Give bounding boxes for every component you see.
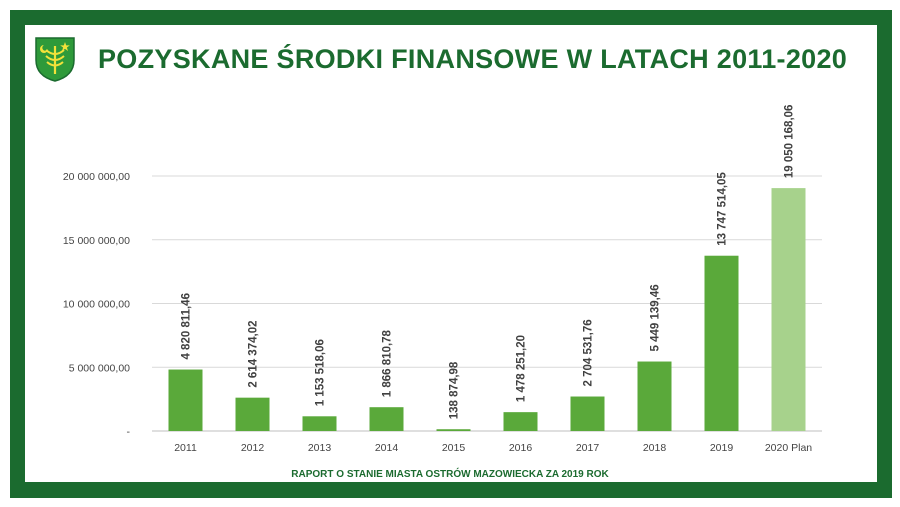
data-label: 19 050 168,06 [784, 105, 796, 179]
x-tick-label: 2016 [509, 442, 533, 454]
bar [235, 397, 270, 431]
data-label: 1 153 518,06 [315, 339, 327, 406]
x-tick-label: 2018 [643, 442, 667, 454]
bar [369, 407, 404, 431]
coat-of-arms-icon [35, 37, 75, 82]
bar [503, 412, 538, 431]
y-tick-label: - [127, 426, 131, 438]
footer-caption: RAPORT O STANIE MIASTA OSTRÓW MAZOWIECKA… [291, 469, 609, 480]
data-label: 138 874,98 [449, 361, 461, 419]
data-label: 1 478 251,20 [516, 335, 528, 402]
x-tick-label: 2015 [442, 442, 466, 454]
bar [771, 188, 806, 431]
data-label: 2 704 531,76 [583, 319, 595, 386]
page-title: POZYSKANE ŚRODKI FINANSOWE W LATACH 2011… [98, 44, 848, 74]
y-tick-label: 10 000 000,00 [63, 299, 130, 311]
bar [168, 369, 203, 431]
data-label: 13 747 514,05 [717, 172, 729, 246]
bar [704, 255, 739, 431]
bar [637, 361, 672, 431]
bar [570, 396, 605, 431]
bar [302, 416, 337, 431]
x-tick-label: 2019 [710, 442, 734, 454]
x-tick-label: 2014 [375, 442, 399, 454]
data-label: 4 820 811,46 [181, 293, 193, 360]
y-tick-label: 15 000 000,00 [63, 235, 130, 247]
data-label: 2 614 374,02 [248, 321, 260, 388]
x-tick-label: 2017 [576, 442, 600, 454]
x-tick-label: 2020 Plan [765, 442, 812, 454]
x-tick-label: 2011 [174, 442, 197, 454]
data-label: 1 866 810,78 [382, 329, 394, 397]
data-label: 5 449 139,46 [650, 284, 662, 351]
y-tick-label: 20 000 000,00 [63, 171, 130, 183]
y-tick-label: 5 000 000,00 [69, 362, 130, 374]
bar [436, 429, 471, 431]
x-tick-label: 2012 [241, 442, 265, 454]
x-tick-label: 2013 [308, 442, 332, 454]
